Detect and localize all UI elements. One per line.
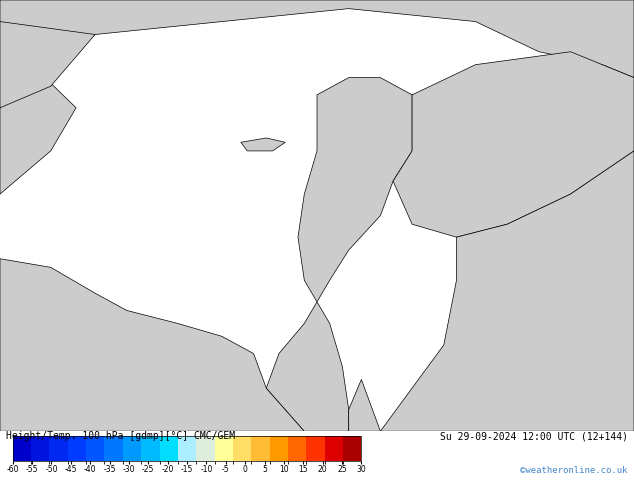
- Polygon shape: [266, 302, 349, 431]
- Polygon shape: [0, 0, 634, 108]
- Text: Height/Temp. 100 hPa [gdmp][°C] CMC/GEM: Height/Temp. 100 hPa [gdmp][°C] CMC/GEM: [6, 431, 235, 441]
- Polygon shape: [380, 151, 634, 431]
- Polygon shape: [0, 22, 95, 108]
- Polygon shape: [0, 259, 304, 431]
- Polygon shape: [349, 379, 380, 431]
- Text: ©weatheronline.co.uk: ©weatheronline.co.uk: [520, 466, 628, 475]
- Polygon shape: [393, 52, 634, 237]
- Polygon shape: [241, 138, 285, 151]
- Polygon shape: [0, 65, 76, 194]
- Text: Su 29-09-2024 12:00 UTC (12+144): Su 29-09-2024 12:00 UTC (12+144): [439, 431, 628, 441]
- Polygon shape: [298, 77, 412, 302]
